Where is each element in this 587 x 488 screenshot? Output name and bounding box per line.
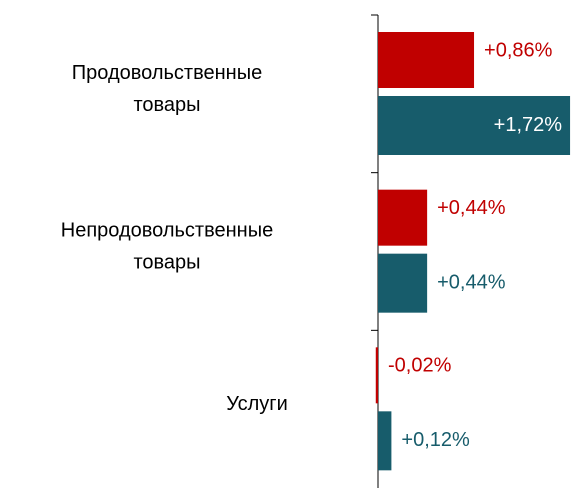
value-label: +0,86% (484, 39, 553, 61)
value-label: +0,12% (401, 429, 470, 451)
category-label: Продовольственные товары (72, 62, 262, 116)
bar (378, 189, 428, 246)
value-label: +1,72% (494, 114, 563, 136)
category-label: Непродовольственные товары (61, 220, 273, 274)
bar (375, 347, 378, 404)
value-label: +0,44% (437, 271, 506, 293)
bar (378, 96, 571, 155)
bar (378, 253, 428, 313)
value-label: -0,02% (388, 355, 452, 377)
category-label: Услуги (226, 393, 288, 415)
bar (378, 32, 475, 88)
bar (378, 411, 392, 471)
value-label: +0,44% (437, 197, 506, 219)
